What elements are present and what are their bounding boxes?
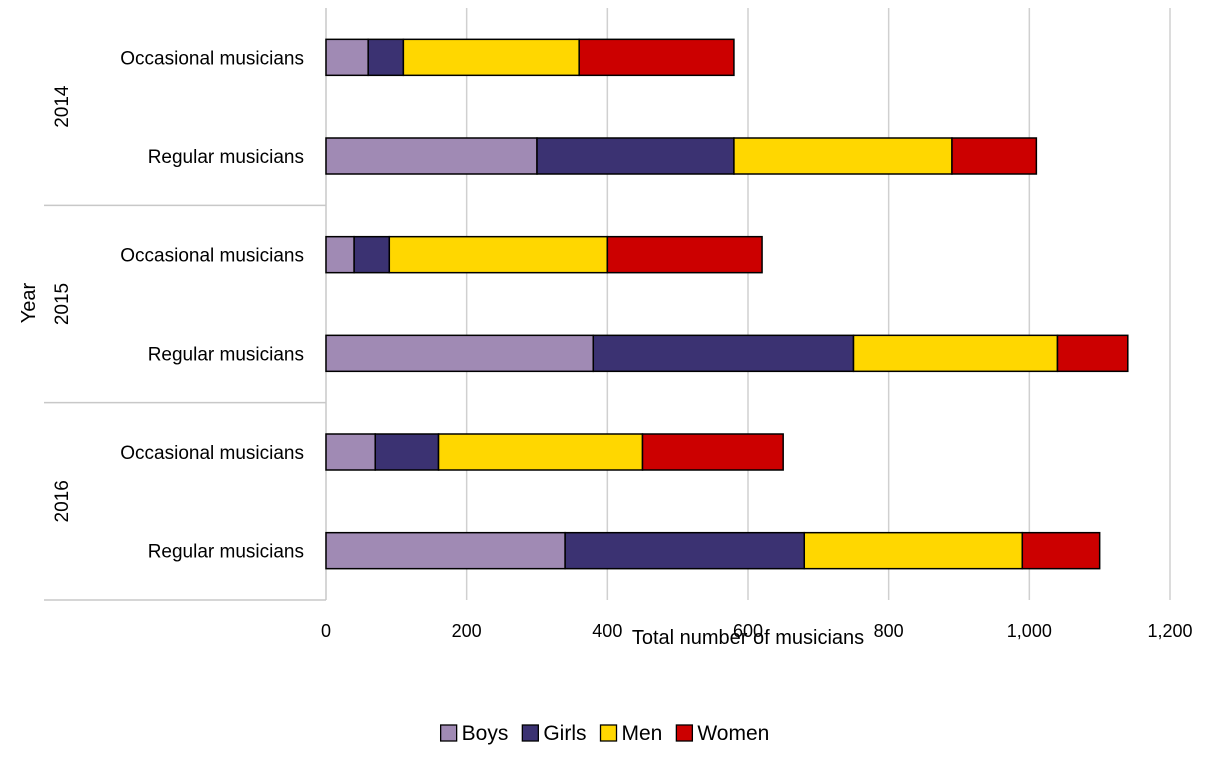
bar-segment-girls xyxy=(367,38,405,77)
gridlines xyxy=(325,8,1171,600)
bar-segment-girls xyxy=(353,235,391,274)
legend-label: Women xyxy=(697,722,769,745)
category-label: Occasional musicians xyxy=(120,246,304,267)
year-label: 2016 xyxy=(52,480,73,522)
bar-segment-men xyxy=(803,531,1024,570)
bar-segment-women xyxy=(1021,531,1101,570)
legend-swatch xyxy=(439,724,458,742)
legend-item-women: Women xyxy=(675,722,769,745)
legend-swatch xyxy=(521,724,539,742)
category-label: Regular musicians xyxy=(148,542,304,563)
bar-segment-boys xyxy=(325,334,595,373)
x-tick-label: 1,000 xyxy=(1007,621,1052,641)
bar-segment-women xyxy=(606,235,763,274)
bar-segment-men xyxy=(852,334,1059,373)
bar-segment-women xyxy=(641,433,784,471)
bar-segment-boys xyxy=(325,38,369,77)
y-axis-title: Year xyxy=(18,282,40,323)
x-tick-label: 200 xyxy=(452,621,482,641)
x-tick-label: 800 xyxy=(874,621,904,641)
category-label: Regular musicians xyxy=(148,147,304,168)
legend-label: Boys xyxy=(462,722,509,745)
bar-segment-girls xyxy=(564,531,806,570)
year-label: 2014 xyxy=(52,85,73,128)
bar-segment-women xyxy=(1056,334,1129,373)
category-labels: 2014 Occasional musicians Regular musician… xyxy=(52,48,304,562)
bar-segment-men xyxy=(437,433,644,471)
legend-swatch xyxy=(675,724,694,742)
bars xyxy=(325,38,1129,570)
legend-item-girls: Girls xyxy=(521,722,587,745)
bar-segment-girls xyxy=(374,433,440,471)
legend-swatch xyxy=(599,724,618,742)
bar-segment-boys xyxy=(325,235,355,274)
legend-label: Girls xyxy=(543,722,586,745)
x-axis-title: Total number of musicians xyxy=(632,627,864,649)
category-label: Regular musicians xyxy=(148,344,304,365)
x-tick-label: 0 xyxy=(321,621,331,641)
bar-segment-men xyxy=(388,235,609,274)
bar-segment-women xyxy=(578,38,735,77)
bar-segment-men xyxy=(402,38,580,77)
year-label: 2015 xyxy=(52,283,73,325)
legend-item-boys: Boys xyxy=(439,722,509,745)
legend-item-men: Men xyxy=(599,722,663,745)
bar-segment-boys xyxy=(325,433,376,471)
legend-label: Men xyxy=(622,722,663,745)
category-label: Occasional musicians xyxy=(120,48,304,69)
bar-segment-women xyxy=(951,137,1038,175)
x-tick-labels: 0 200 400 600 800 1,000 1,200 xyxy=(321,621,1193,641)
category-label: Occasional musicians xyxy=(120,443,304,464)
category-axis xyxy=(44,204,326,601)
x-tick-label: 600 xyxy=(733,621,763,641)
x-tick-label: 1,200 xyxy=(1147,621,1192,641)
bar-segment-boys xyxy=(325,531,566,570)
bar-segment-girls xyxy=(592,334,855,373)
legend: Boys Girls Men Women xyxy=(439,722,769,745)
bar-segment-girls xyxy=(536,137,735,175)
x-tick-label: 400 xyxy=(592,621,622,641)
bar-segment-men xyxy=(733,137,953,175)
bar-segment-boys xyxy=(325,137,538,175)
